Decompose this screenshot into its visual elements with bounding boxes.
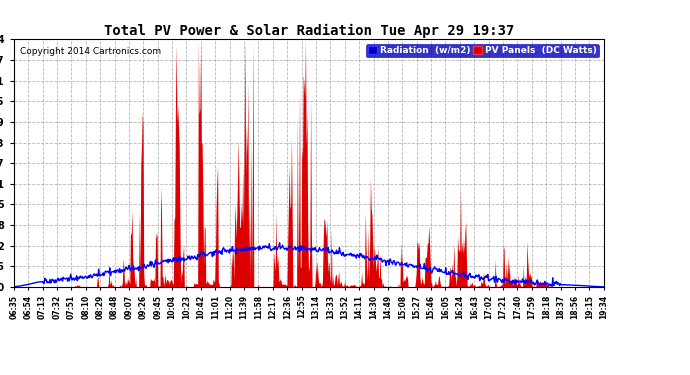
- Legend: Radiation  (w/m2), PV Panels  (DC Watts): Radiation (w/m2), PV Panels (DC Watts): [366, 44, 599, 57]
- Title: Total PV Power & Solar Radiation Tue Apr 29 19:37: Total PV Power & Solar Radiation Tue Apr…: [104, 24, 514, 38]
- Text: Copyright 2014 Cartronics.com: Copyright 2014 Cartronics.com: [20, 47, 161, 56]
